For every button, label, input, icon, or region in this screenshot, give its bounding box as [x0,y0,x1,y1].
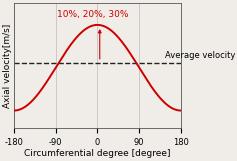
X-axis label: Circumferential degree [degree]: Circumferential degree [degree] [24,149,171,157]
Text: Average velocity: Average velocity [165,51,235,60]
Text: 10%, 20%, 30%: 10%, 20%, 30% [57,10,128,19]
Y-axis label: Axial velocity[m/s]: Axial velocity[m/s] [4,24,13,108]
